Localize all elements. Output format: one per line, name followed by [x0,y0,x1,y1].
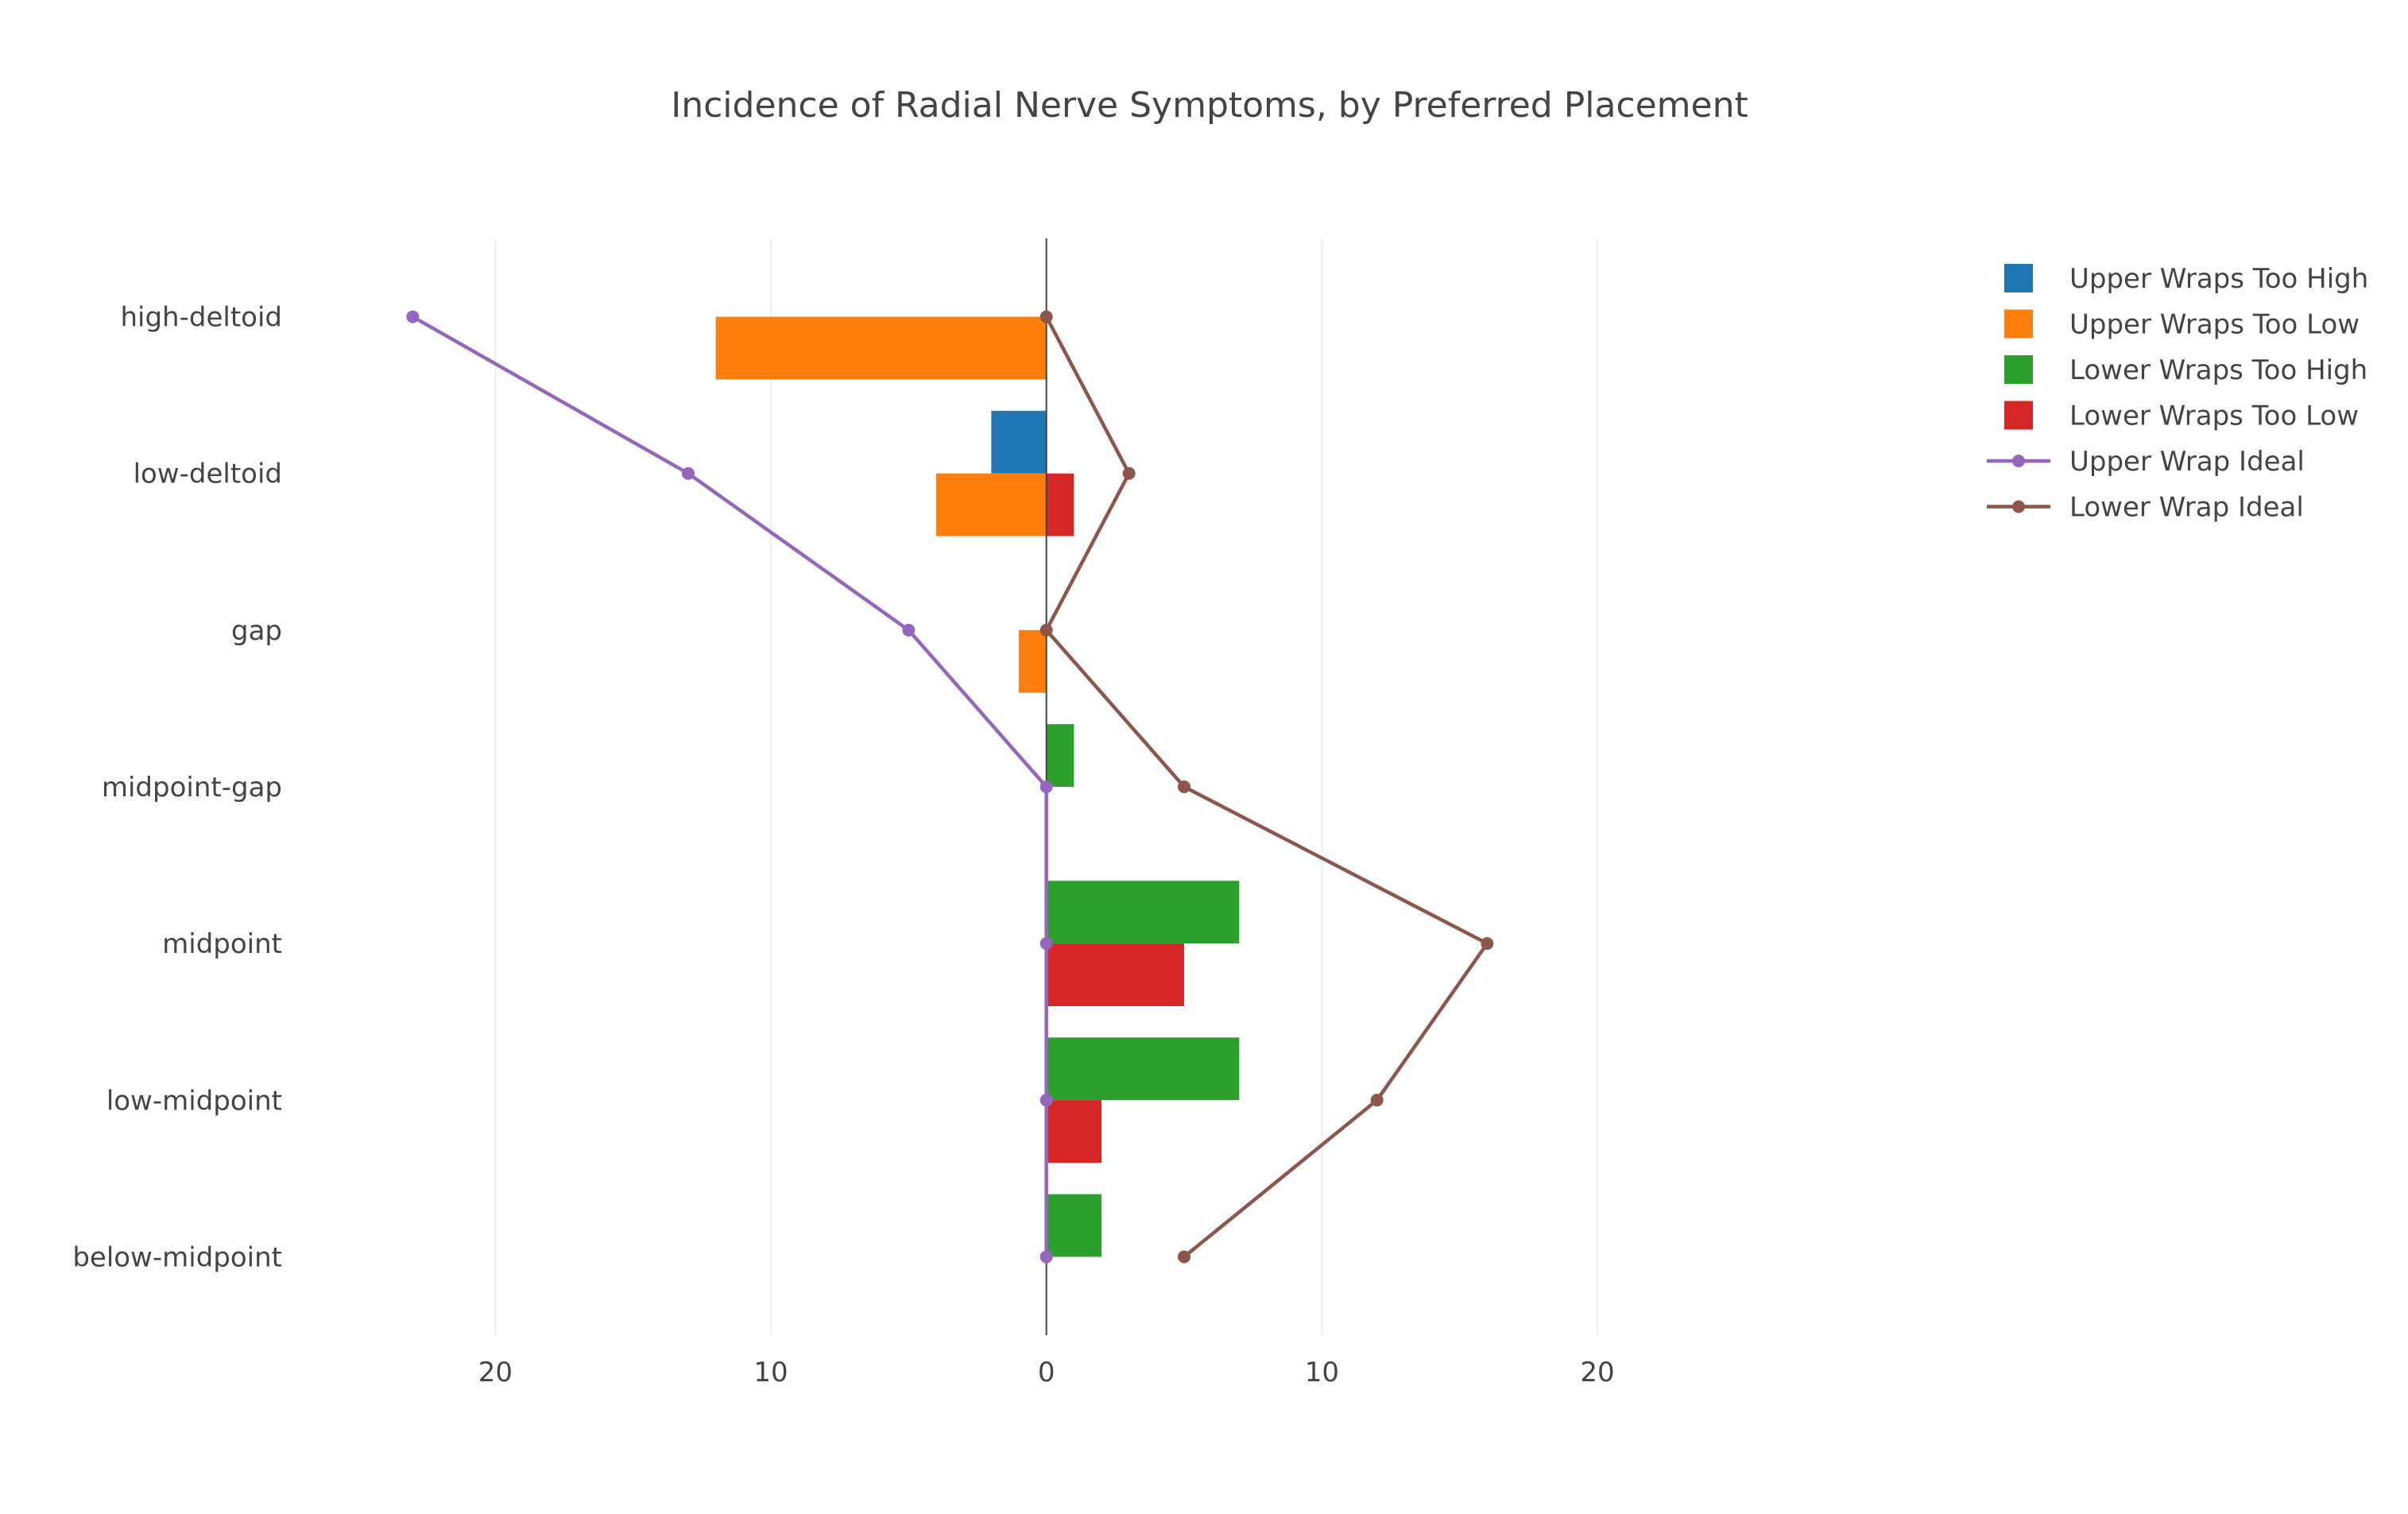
legend-item[interactable]: Upper Wrap Ideal [1987,446,2305,478]
legend-label: Lower Wraps Too High [2069,354,2367,386]
legend-label: Upper Wraps Too Low [2069,309,2360,341]
y-tick-label: low-deltoid [134,459,282,490]
legend-swatch [2004,401,2033,430]
y-tick-label: high-deltoid [120,302,282,334]
legend-label: Upper Wraps Too High [2069,263,2368,295]
series-point [1481,937,1494,951]
series-point [1039,310,1053,323]
series-point [1039,1250,1053,1264]
series-point [902,623,916,637]
bar [1046,1194,1101,1257]
legend-item[interactable]: Lower Wraps Too High [2004,354,2367,386]
bar [991,410,1047,474]
series-point [1122,467,1136,480]
legend-item[interactable]: Lower Wraps Too Low [2004,401,2359,432]
bar [1046,1037,1240,1101]
x-tick-label: 10 [1305,1357,1339,1388]
bar [936,473,1047,536]
series-point [1178,1250,1190,1264]
bar [1046,881,1240,944]
legend-label: Lower Wraps Too Low [2069,401,2359,432]
bar-layer [715,316,1240,1257]
series-point [682,467,695,480]
line-layer [406,310,1494,1264]
x-tick-label: 20 [1580,1357,1614,1388]
series-line [1044,316,1489,1259]
legend[interactable]: Upper Wraps Too High Upper Wraps Too Low L… [1987,263,2368,524]
y-tick-label: below-midpoint [72,1241,282,1273]
series-point [1039,780,1053,793]
series-point [1039,1094,1053,1107]
legend-swatch [2004,355,2033,384]
legend-label: Lower Wrap Ideal [2069,492,2304,524]
x-tick-label: 20 [478,1357,513,1388]
legend-label: Upper Wrap Ideal [2069,446,2305,478]
y-tick-label: low-midpoint [106,1085,282,1117]
series-point [1370,1094,1384,1107]
series-point [1039,937,1053,951]
legend-swatch [2004,309,2033,339]
series-point [1178,780,1190,793]
series-line [412,315,1048,1257]
y-tick-label: midpoint [162,928,282,960]
bar [1046,1100,1101,1164]
legend-swatch [2004,264,2033,292]
bar [715,316,1047,380]
bar [1046,724,1074,787]
bar [1046,943,1184,1006]
series-point [406,310,420,323]
legend-item[interactable]: Upper Wraps Too Low [2004,309,2360,341]
x-tick-label: 0 [1038,1357,1055,1388]
series-point [1039,623,1053,637]
chart-title: Incidence of Radial Nerve Symptoms, by P… [671,85,1748,126]
legend-marker [2012,500,2025,513]
grid-layer [494,238,1598,1335]
bar [1019,629,1047,693]
bar [1046,473,1074,536]
label-layer: 20 10 0 10 20 high-deltoid low-deltoid gap midpo… [72,302,1614,1388]
legend-marker [2012,455,2025,467]
y-tick-label: gap [231,615,282,647]
legend-item[interactable]: Lower Wrap Ideal [1987,492,2304,524]
x-tick-label: 10 [753,1357,788,1388]
y-tick-label: midpoint-gap [102,772,282,803]
legend-item[interactable]: Upper Wraps Too High [2004,263,2368,295]
